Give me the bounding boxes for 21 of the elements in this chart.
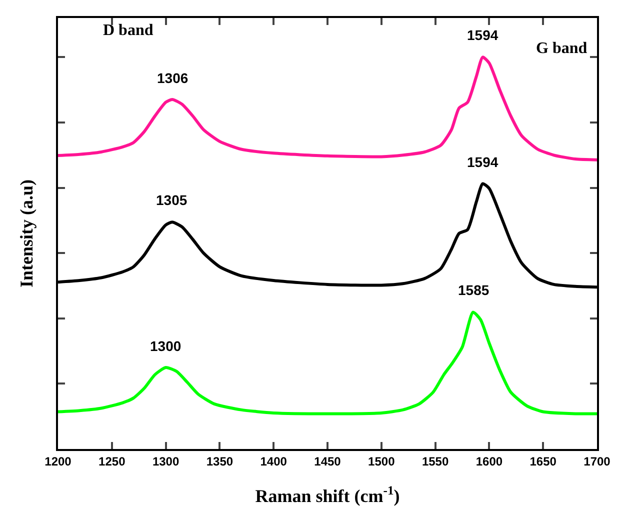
x-tick-label: 1450: [314, 454, 342, 468]
annotation: 1594: [467, 154, 498, 170]
annotation: 1300: [150, 338, 182, 354]
text: D band: [103, 22, 154, 39]
x-tick-label: 1400: [260, 454, 288, 468]
x-tick-label: 1250: [98, 454, 126, 468]
x-tick-label: 1700: [584, 454, 611, 468]
x-axis-title: Raman shift (cm$^{-1}$): [255, 483, 400, 506]
y-axis-title: Intensity (a.u): [16, 179, 37, 288]
x-tick-label: 1300: [152, 454, 180, 468]
annotation: 1585: [458, 282, 490, 298]
annotation: 1306: [157, 70, 188, 86]
x-tick-label: 1350: [206, 454, 234, 468]
x-tick-label: 1200: [44, 454, 72, 468]
x-tick-label: 1550: [422, 454, 449, 468]
annotation: 1305: [156, 192, 188, 208]
x-tick-label: 1500: [368, 454, 396, 468]
annotation: 1594: [467, 27, 498, 43]
text: G band: [536, 40, 588, 57]
x-tick-label: 1650: [530, 454, 557, 468]
x-tick-label: 1600: [476, 454, 503, 468]
